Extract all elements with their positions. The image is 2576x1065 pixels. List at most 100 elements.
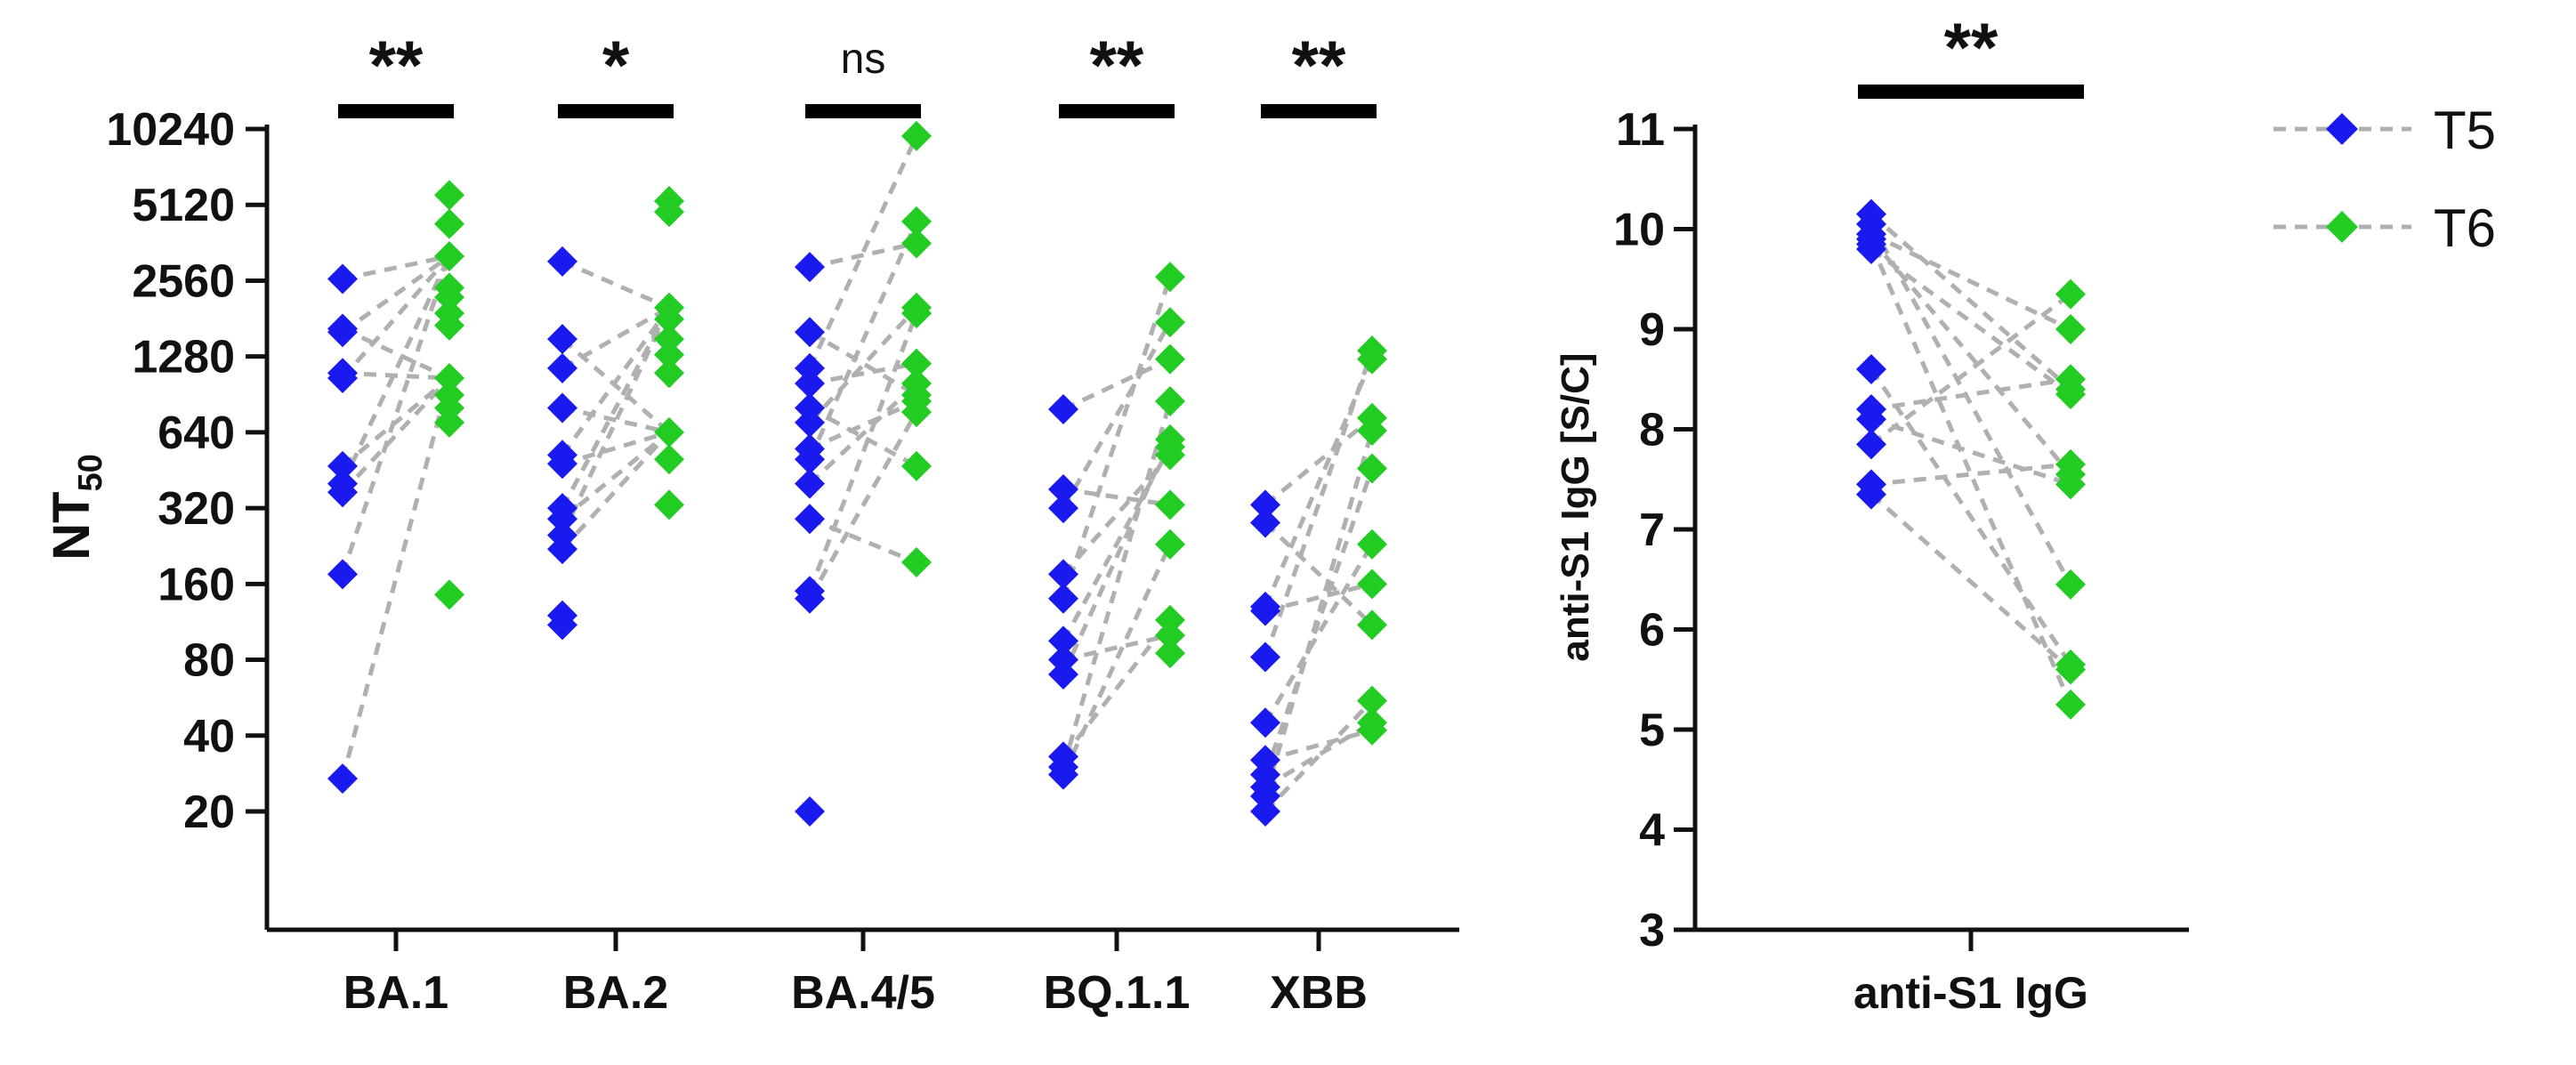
legend-marker xyxy=(2326,113,2358,145)
y-tick-label: 4 xyxy=(1639,805,1665,857)
y-tick-label: 160 xyxy=(157,559,235,610)
paired-line xyxy=(1869,238,2072,476)
data-point-t6 xyxy=(434,310,464,341)
paired-line xyxy=(340,377,452,779)
paired-line xyxy=(1869,246,2072,397)
significance-label: * xyxy=(602,26,630,104)
data-point-t6 xyxy=(2055,654,2086,685)
data-point-t6 xyxy=(654,303,684,335)
data-point-t6 xyxy=(1155,385,1185,416)
data-point-t6 xyxy=(654,489,684,520)
data-point-t5 xyxy=(327,263,358,294)
paired-line xyxy=(341,327,451,381)
paired-line xyxy=(1263,467,1375,776)
paired-line xyxy=(1062,487,1171,507)
data-point-t6 xyxy=(654,358,684,389)
y-tick-label: 1280 xyxy=(132,332,235,383)
paired-line xyxy=(560,306,672,456)
data-point-t5 xyxy=(1048,759,1078,790)
data-point-t5 xyxy=(1856,429,1886,460)
y-tick-label: 5 xyxy=(1639,705,1665,756)
paired-line xyxy=(807,312,919,593)
paired-line xyxy=(1061,446,1173,642)
data-point-t5 xyxy=(1250,489,1280,520)
data-point-t5 xyxy=(795,468,825,499)
data-point-t6 xyxy=(1357,343,1387,375)
data-point-t5 xyxy=(795,504,825,535)
paired-line xyxy=(1062,633,1171,662)
y-tick-label: 320 xyxy=(157,483,235,535)
significance-label: ns xyxy=(841,36,886,83)
paired-line xyxy=(1264,728,1373,762)
paired-line xyxy=(1869,231,2072,332)
data-point-t6 xyxy=(1155,343,1185,375)
left-y-axis-title-sub: 50 xyxy=(72,454,109,491)
paired-line xyxy=(809,241,917,270)
legend-marker xyxy=(2326,211,2358,243)
data-point-t5 xyxy=(795,252,825,283)
paired-line xyxy=(809,361,917,386)
data-point-t6 xyxy=(1155,528,1185,560)
significance-label: ** xyxy=(1090,26,1144,104)
left-y-axis-title-main: NT xyxy=(43,491,101,560)
y-tick-label: 11 xyxy=(1616,104,1665,156)
data-point-t6 xyxy=(654,339,684,370)
paired-line xyxy=(1263,350,1375,658)
paired-line xyxy=(561,431,671,551)
significance-label: ** xyxy=(369,26,424,104)
data-point-t5 xyxy=(327,450,358,481)
data-point-t6 xyxy=(1357,685,1387,716)
data-point-t5 xyxy=(1048,625,1078,657)
legend-label: T6 xyxy=(2434,198,2496,258)
paired-line xyxy=(1869,292,2072,447)
data-point-t5 xyxy=(1048,394,1078,425)
data-point-t6 xyxy=(2055,278,2086,310)
right-significance: ** xyxy=(1858,8,2084,99)
data-point-t6 xyxy=(1155,489,1185,520)
data-point-t6 xyxy=(901,348,932,379)
data-point-t6 xyxy=(2055,379,2086,410)
data-point-t5 xyxy=(795,317,825,348)
data-point-t6 xyxy=(901,450,932,481)
data-point-t5 xyxy=(547,534,577,565)
data-point-t6 xyxy=(2055,314,2086,344)
data-point-t5 xyxy=(547,448,577,480)
y-tick-label: 80 xyxy=(183,635,235,687)
data-point-t5 xyxy=(1856,354,1886,384)
data-point-t6 xyxy=(901,228,932,259)
data-point-t6 xyxy=(434,180,464,211)
data-point-t6 xyxy=(654,324,684,355)
paired-line xyxy=(1062,357,1172,412)
left-axes: BA.1 BA.2 BA.4/5 BQ.1.1 XBB 20 40 80 160 320 640 12… xyxy=(106,104,1459,1019)
paired-line xyxy=(808,399,918,451)
paired-line xyxy=(1263,543,1375,724)
data-point-t5 xyxy=(795,407,825,438)
legend-label: T5 xyxy=(2434,101,2496,160)
y-tick-label: 640 xyxy=(157,407,235,459)
data-point-t6 xyxy=(2055,469,2086,500)
legend: T5 T6 xyxy=(2273,101,2496,258)
x-tick-label: XBB xyxy=(1270,967,1368,1019)
data-point-t5 xyxy=(327,477,358,508)
data-point-t6 xyxy=(1357,714,1387,746)
data-point-t5 xyxy=(795,796,825,827)
x-tick-label: BA.2 xyxy=(563,967,668,1019)
left-paired-lines xyxy=(340,134,1375,813)
paired-line xyxy=(341,376,451,494)
data-point-t5 xyxy=(1856,479,1886,510)
data-point-t6 xyxy=(1155,638,1185,669)
x-tick-label: BQ.1.1 xyxy=(1044,967,1191,1019)
data-point-t6 xyxy=(1357,415,1387,446)
data-point-t5 xyxy=(547,609,577,641)
data-point-t6 xyxy=(654,416,684,448)
data-point-t5 xyxy=(1250,641,1280,673)
paired-line xyxy=(341,254,451,380)
paired-line xyxy=(1264,698,1374,813)
left-significance: ** * ns ** ** xyxy=(338,26,1377,118)
right-axes: anti-S1 IgG 3 4 5 6 7 8 9 10 11 xyxy=(1613,104,2189,1018)
data-point-t6 xyxy=(901,120,932,151)
paired-line xyxy=(808,306,918,424)
data-point-t6 xyxy=(1357,528,1387,560)
data-point-t5 xyxy=(795,583,825,614)
